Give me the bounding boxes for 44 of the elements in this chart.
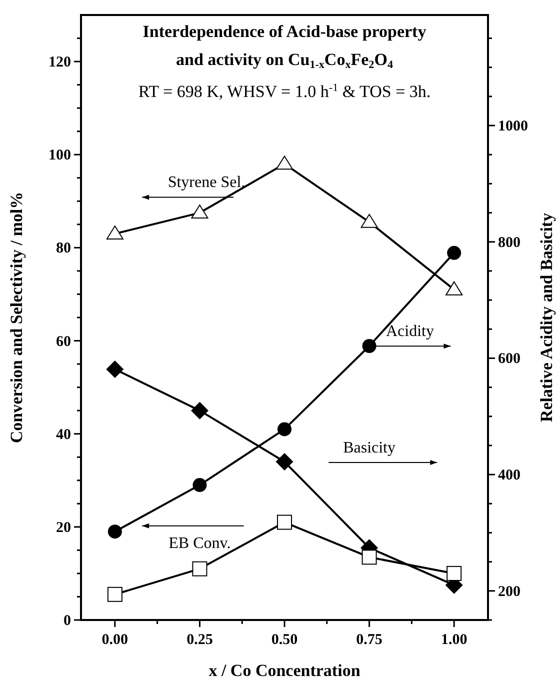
point	[446, 566, 462, 581]
point	[276, 156, 294, 170]
chart-title: Interdependence of Acid-base property and activity on Cu$_{1-x}$Co$_{x}$Fe$_{2}$O$_{4}$	[142, 22, 426, 72]
series-label: EB Conv.	[168, 534, 231, 552]
y2-tick-label: 800	[498, 234, 520, 251]
point	[108, 524, 122, 539]
point	[190, 402, 208, 420]
text: Basicity	[343, 439, 396, 456]
y-tick-label: 0	[64, 613, 71, 629]
point	[106, 360, 124, 378]
point	[278, 422, 292, 436]
point	[277, 514, 292, 530]
y2-tick-label: 600	[498, 351, 520, 368]
x-tick-label: 0.50	[271, 632, 298, 648]
y-tick-label: 120	[48, 54, 71, 71]
y2-axis-title: Relative Acidity and Basicity	[537, 212, 556, 422]
x-tick-label: 1.00	[440, 632, 468, 648]
point	[276, 453, 294, 471]
x-tick-label: 0.75	[356, 632, 382, 648]
point	[191, 204, 208, 219]
point	[107, 586, 122, 602]
point	[192, 478, 207, 492]
x-tick-label: 0.00	[102, 632, 128, 648]
point	[362, 550, 377, 565]
y2-tick-label: 400	[498, 468, 520, 484]
point	[192, 561, 208, 576]
y-axis-title: Conversion and Selectivity / mol%	[7, 192, 26, 444]
point	[106, 226, 124, 240]
y2-tick-label: 1000	[498, 118, 528, 135]
series-label: Styrene Sel.	[168, 174, 246, 192]
x-tick-label: 0.25	[186, 632, 213, 648]
point	[446, 281, 463, 296]
series-label: Acidity	[386, 323, 434, 340]
point	[447, 246, 462, 260]
x-axis-title: x / Co Concentration	[208, 661, 361, 680]
text: RT = 698 K, WHSV = 1.0 h$^{-1}$ & TOS = 3h.	[138, 82, 431, 101]
y-tick-label: 60	[56, 334, 71, 350]
point	[360, 214, 378, 228]
y-tick-label: 80	[56, 240, 71, 257]
point	[362, 339, 376, 354]
y2-tick-label: 200	[498, 584, 520, 600]
y-tick-label: 100	[48, 148, 71, 164]
y-tick-label: 40	[56, 426, 71, 443]
y-tick-label: 20	[56, 520, 71, 536]
